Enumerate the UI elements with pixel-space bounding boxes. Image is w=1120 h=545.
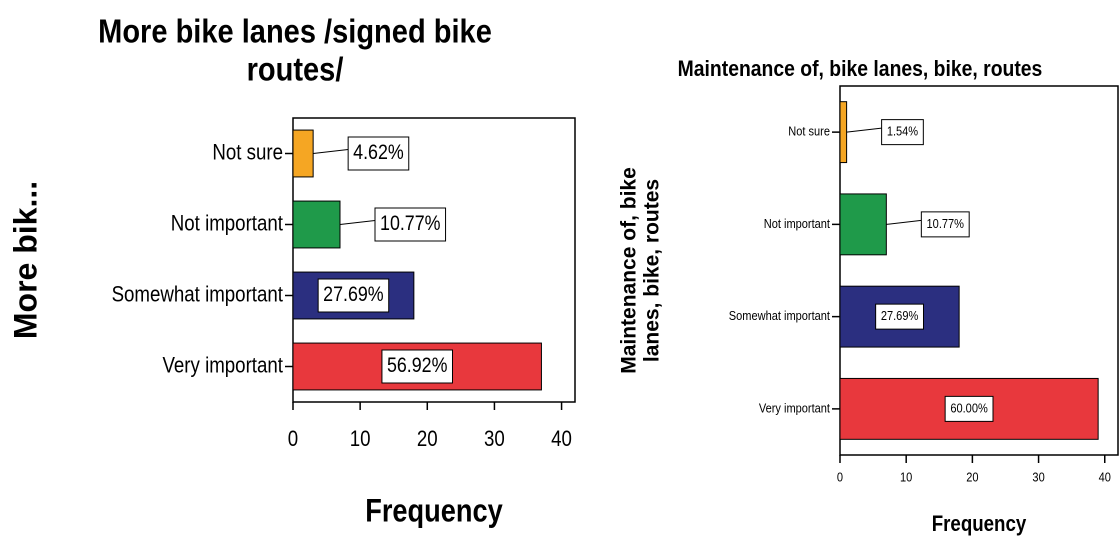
data-label: 56.92% xyxy=(387,354,447,378)
data-label-box xyxy=(347,136,410,171)
y-tick-label: Very important xyxy=(759,400,831,415)
x-tick-label: 0 xyxy=(837,470,843,485)
data-label-box xyxy=(875,303,924,330)
y-tick-label: Very important xyxy=(162,354,283,378)
chart-title: Maintenance of, bike lanes, bike, routes xyxy=(678,57,1043,81)
x-tick-label: 10 xyxy=(350,427,371,451)
x-tick-label: 30 xyxy=(484,427,505,451)
data-label: 27.69% xyxy=(323,283,383,307)
data-label-group: 60.00% xyxy=(944,395,994,422)
x-axis-label: Frequency xyxy=(365,493,503,529)
x-tick-label: 20 xyxy=(966,470,979,485)
x-tick-label: 0 xyxy=(288,427,298,451)
chart-title: routes/ xyxy=(247,51,344,88)
leader-line xyxy=(886,219,922,225)
leader-line xyxy=(313,149,349,154)
data-label-group: 10.77% xyxy=(886,211,970,238)
bar xyxy=(839,193,887,256)
chart-title: More bike lanes /signed bike xyxy=(98,13,492,50)
y-axis-label: More bik... xyxy=(7,181,43,339)
plot-frame xyxy=(292,117,576,403)
data-label-group: 1.54% xyxy=(846,119,924,146)
data-label-group: 4.62% xyxy=(313,136,410,171)
data-label-group: 10.77% xyxy=(339,207,447,242)
data-label-group: 56.92% xyxy=(381,349,453,384)
data-label: 27.69% xyxy=(881,308,919,323)
data-label-box xyxy=(381,349,453,384)
data-label: 1.54% xyxy=(887,124,919,139)
x-tick-label: 40 xyxy=(551,427,572,451)
plot-frame xyxy=(839,85,1119,456)
y-tick-label: Not important xyxy=(764,216,831,231)
y-tick-label: Somewhat important xyxy=(112,283,284,307)
x-tick-label: 20 xyxy=(417,427,438,451)
y-tick-label: Not sure xyxy=(788,124,830,139)
x-tick-label: 30 xyxy=(1032,470,1045,485)
data-label-box xyxy=(944,395,994,422)
data-label-box xyxy=(374,207,447,242)
bar xyxy=(292,200,341,249)
x-tick-label: 40 xyxy=(1099,470,1112,485)
data-label: 10.77% xyxy=(927,216,965,231)
x-tick-label: 10 xyxy=(900,470,913,485)
leader-line xyxy=(339,220,376,225)
y-axis-label: lanes, bike, routes xyxy=(641,179,664,362)
leader-line xyxy=(846,127,882,133)
data-label-group: 27.69% xyxy=(875,303,924,330)
data-label: 10.77% xyxy=(380,212,440,236)
bar xyxy=(292,129,314,178)
y-axis-label: Maintenance of, bike xyxy=(618,167,641,374)
data-label: 4.62% xyxy=(353,141,404,165)
bar xyxy=(839,101,848,164)
data-label-box xyxy=(920,211,970,238)
data-label-box xyxy=(317,278,390,313)
y-tick-label: Not important xyxy=(171,212,283,236)
x-axis-label: Frequency xyxy=(932,512,1027,536)
data-label: 60.00% xyxy=(950,400,988,415)
y-tick-label: Somewhat important xyxy=(729,308,831,323)
y-tick-label: Not sure xyxy=(212,141,283,165)
data-label-box xyxy=(881,119,924,146)
data-label-group: 27.69% xyxy=(317,278,390,313)
